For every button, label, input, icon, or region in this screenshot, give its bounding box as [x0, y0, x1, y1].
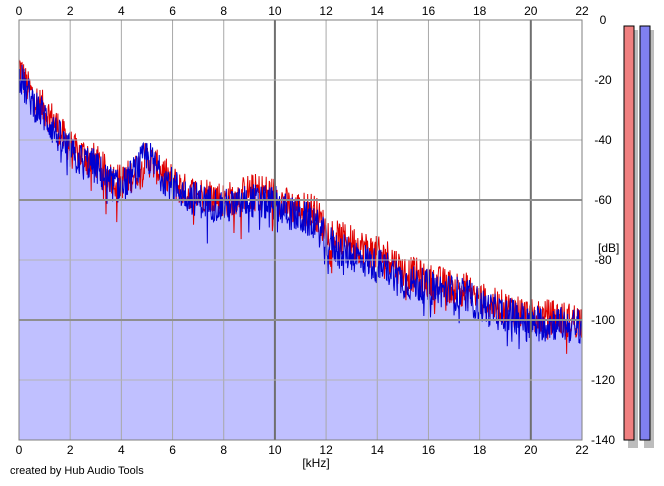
- x-tick-label-top: 6: [169, 4, 176, 18]
- x-tick-label-bottom: 16: [422, 443, 436, 457]
- x-tick-label-top: 16: [422, 4, 436, 18]
- x-tick-label-bottom: 0: [16, 443, 23, 457]
- x-tick-label-top: 8: [220, 4, 227, 18]
- y-axis-label: [dB]: [598, 241, 619, 255]
- x-tick-label-bottom: 2: [67, 443, 74, 457]
- x-tick-label-top: 14: [371, 4, 385, 18]
- y-tick-labels: 0 -20 -40 -60 -80 -100 -120 -140: [591, 13, 615, 447]
- y-tick-label: -140: [591, 433, 615, 447]
- x-tick-label-bottom: 6: [169, 443, 176, 457]
- plot-frame: [18, 19, 583, 441]
- x-tick-label-bottom: 10: [268, 443, 282, 457]
- spectrum-fill: [19, 64, 582, 441]
- y-tick-label: 0: [600, 13, 607, 27]
- credit-text: created by Hub Audio Tools: [10, 465, 144, 477]
- x-tick-label-bottom: 4: [118, 443, 125, 457]
- x-tick-label-bottom: 18: [473, 443, 487, 457]
- x-tick-labels-top: 0 2 4 6 8 10 12 14 16 18 20 22: [16, 4, 589, 18]
- y-tick-label: -100: [591, 313, 615, 327]
- x-tick-label-top: 22: [575, 4, 589, 18]
- y-tick-label: -40: [594, 133, 612, 147]
- level-meter-right: [639, 25, 651, 441]
- x-tick-label-bottom: 22: [575, 443, 589, 457]
- x-tick-label-top: 12: [319, 4, 333, 18]
- y-tick-label: -20: [594, 73, 612, 87]
- level-meter-left: [623, 25, 635, 441]
- x-tick-label-bottom: 20: [524, 443, 538, 457]
- x-tick-label-bottom: 8: [220, 443, 227, 457]
- plot-area: [18, 59, 583, 441]
- y-tick-label: -120: [591, 373, 615, 387]
- x-tick-label-top: 18: [473, 4, 487, 18]
- x-tick-label-top: 0: [16, 4, 23, 18]
- x-tick-label-top: 2: [67, 4, 74, 18]
- x-tick-label-bottom: 12: [319, 443, 333, 457]
- x-tick-label-bottom: 14: [371, 443, 385, 457]
- x-tick-label-top: 4: [118, 4, 125, 18]
- level-meters: [623, 25, 654, 448]
- y-tick-label: -80: [594, 253, 612, 267]
- y-tick-label: -60: [594, 193, 612, 207]
- x-tick-label-top: 20: [524, 4, 538, 18]
- x-tick-label-top: 10: [268, 4, 282, 18]
- x-axis-label: [kHz]: [302, 456, 329, 470]
- x-tick-labels-bottom: 0 2 4 6 8 10 12 14 16 18 20 22: [16, 443, 589, 457]
- series-line-right: [18, 64, 583, 350]
